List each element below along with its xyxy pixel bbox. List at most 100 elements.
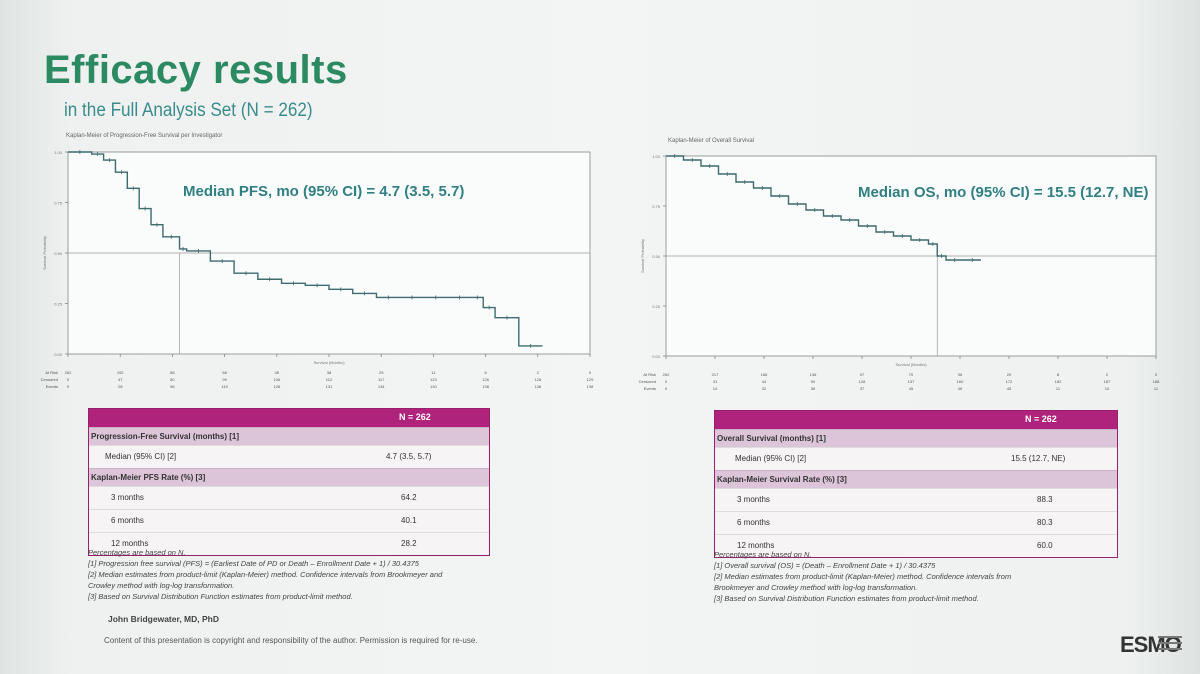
- risk-cell: 0: [665, 379, 668, 384]
- risk-cell: 70: [909, 372, 914, 377]
- risk-cell: 138: [587, 384, 594, 389]
- risk-cell: 45: [275, 370, 280, 375]
- risk-cell: 88: [170, 370, 175, 375]
- risk-cell: 28: [118, 384, 123, 389]
- n-header: N = 262: [399, 412, 431, 422]
- row-label: 6 months: [737, 518, 770, 527]
- risk-cell: 2: [1106, 372, 1109, 377]
- table-row: Median (95% CI) [2] 15.5 (12.7, NE): [715, 447, 1117, 470]
- row-value: 64.2: [401, 493, 417, 502]
- risk-cell: 10: [1105, 386, 1110, 391]
- os-chart-title: Kaplan-Meier of Overall Survival: [668, 138, 755, 144]
- risk-cell: 11: [1056, 386, 1061, 391]
- risk-cell: 99: [222, 377, 227, 382]
- risk-cell: 90: [811, 379, 816, 384]
- os-summary-table: N = 262 Overall Survival (months) [1] Me…: [714, 410, 1118, 558]
- y-axis-label: Survival Probability: [640, 239, 645, 273]
- table-section: Kaplan-Meier PFS Rate (%) [3]: [89, 468, 489, 486]
- risk-cell: 37: [860, 386, 865, 391]
- y-tick-label: 0.75: [652, 204, 661, 209]
- risk-row-label: Censored: [41, 377, 58, 382]
- risk-cell: 0: [1155, 372, 1158, 377]
- y-tick-label: 0.50: [652, 254, 661, 259]
- risk-cell: 182: [1055, 379, 1062, 384]
- row-value: 60.0: [1037, 541, 1053, 550]
- footnote: Percentages are based on N.: [714, 550, 812, 559]
- table-row: 3 months 88.3: [715, 488, 1117, 511]
- risk-cell: 138: [482, 384, 489, 389]
- row-value: 4.7 (3.5, 5.7): [386, 452, 432, 461]
- risk-cell: 45: [909, 386, 914, 391]
- row-value: 88.3: [1037, 495, 1053, 504]
- table-row: 6 months 80.3: [715, 511, 1117, 534]
- y-tick-label: 0.75: [54, 201, 63, 206]
- footnote: Crowley method with log-log transformati…: [88, 581, 235, 590]
- y-tick-label: 1.00: [54, 150, 63, 155]
- y-tick-label: 0.50: [54, 251, 63, 256]
- footnote: [2] Median estimates from product-limit …: [88, 570, 443, 579]
- risk-cell: 128: [534, 377, 541, 382]
- risk-cell: 11: [431, 370, 436, 375]
- risk-cell: 117: [378, 377, 385, 382]
- pfs-summary-table: N = 262 Progression-Free Survival (month…: [88, 408, 490, 556]
- risk-cell: 137: [908, 379, 915, 384]
- risk-cell: 97: [860, 372, 865, 377]
- table-row: 6 months 40.1: [89, 509, 489, 532]
- row-label: 12 months: [111, 539, 149, 548]
- pfs-footnotes: Percentages are based on N. [1] Progress…: [88, 547, 442, 602]
- risk-cell: 0: [589, 370, 592, 375]
- risk-cell: 25: [379, 370, 384, 375]
- footnote: [3] Based on Survival Distribution Funct…: [88, 592, 353, 601]
- y-tick-label: 0.00: [652, 354, 661, 359]
- table-section: Kaplan-Meier Survival Rate (%) [3]: [715, 470, 1117, 488]
- esmo-logo-lines: [1158, 636, 1182, 654]
- risk-cell: 8: [1057, 372, 1060, 377]
- median-annotation: Median OS, mo (95% CI) = 15.5 (12.7, NE): [858, 184, 1149, 201]
- row-label: 3 months: [111, 493, 144, 502]
- risk-cell: 0: [67, 377, 70, 382]
- risk-cell: 262: [65, 370, 72, 375]
- risk-cell: 112: [326, 377, 333, 382]
- n-header: N = 262: [1025, 414, 1057, 424]
- risk-row-label: At Risk: [45, 370, 58, 375]
- risk-cell: 31: [713, 379, 718, 384]
- risk-row-label: At Risk: [643, 372, 656, 377]
- risk-cell: 262: [663, 372, 670, 377]
- row-value: 15.5 (12.7, NE): [1011, 454, 1066, 463]
- y-axis-label: Survival Probability: [42, 236, 47, 270]
- table-header: N = 262: [715, 411, 1117, 429]
- row-label: 12 months: [737, 541, 775, 550]
- risk-cell: 129: [587, 377, 594, 382]
- risk-cell: 0: [67, 384, 70, 389]
- footnote: [1] Overall survival (OS) = (Death – Enr…: [714, 561, 936, 570]
- risk-cell: 136: [810, 372, 817, 377]
- table-row: 12 months 60.0: [715, 534, 1117, 557]
- footnote: Percentages are based on N.: [88, 548, 186, 557]
- table-section: Progression-Free Survival (months) [1]: [89, 427, 489, 445]
- row-value: 28.2: [401, 539, 417, 548]
- risk-cell: 14: [713, 386, 718, 391]
- y-tick-label: 0.00: [54, 352, 63, 357]
- x-axis-label: Survival (Months): [313, 360, 345, 365]
- risk-cell: 187: [1104, 379, 1111, 384]
- risk-cell: 160: [957, 379, 964, 384]
- slide-title: Efficacy results: [44, 48, 348, 92]
- pfs-chart-title: Kaplan-Meier of Progression-Free Surviva…: [66, 133, 223, 139]
- median-annotation: Median PFS, mo (95% CI) = 4.7 (3.5, 5.7): [183, 183, 464, 200]
- table-row: 3 months 64.2: [89, 486, 489, 509]
- risk-cell: 45: [1007, 386, 1012, 391]
- risk-cell: 36: [811, 386, 816, 391]
- risk-cell: 11: [1154, 386, 1159, 391]
- x-axis-label: Survival (Months): [895, 362, 927, 367]
- risk-row-label: Events: [644, 386, 656, 391]
- table-section: Overall Survival (months) [1]: [715, 429, 1117, 447]
- footnote: [2] Median estimates from product-limit …: [714, 572, 1012, 581]
- row-label: 3 months: [737, 495, 770, 504]
- risk-cell: 44: [762, 379, 767, 384]
- risk-cell: 46: [958, 386, 963, 391]
- risk-row-label: Censored: [639, 379, 656, 384]
- y-tick-label: 0.25: [652, 304, 661, 309]
- risk-cell: 130: [430, 384, 437, 389]
- risk-cell: 36: [958, 372, 963, 377]
- risk-cell: 20: [1007, 372, 1012, 377]
